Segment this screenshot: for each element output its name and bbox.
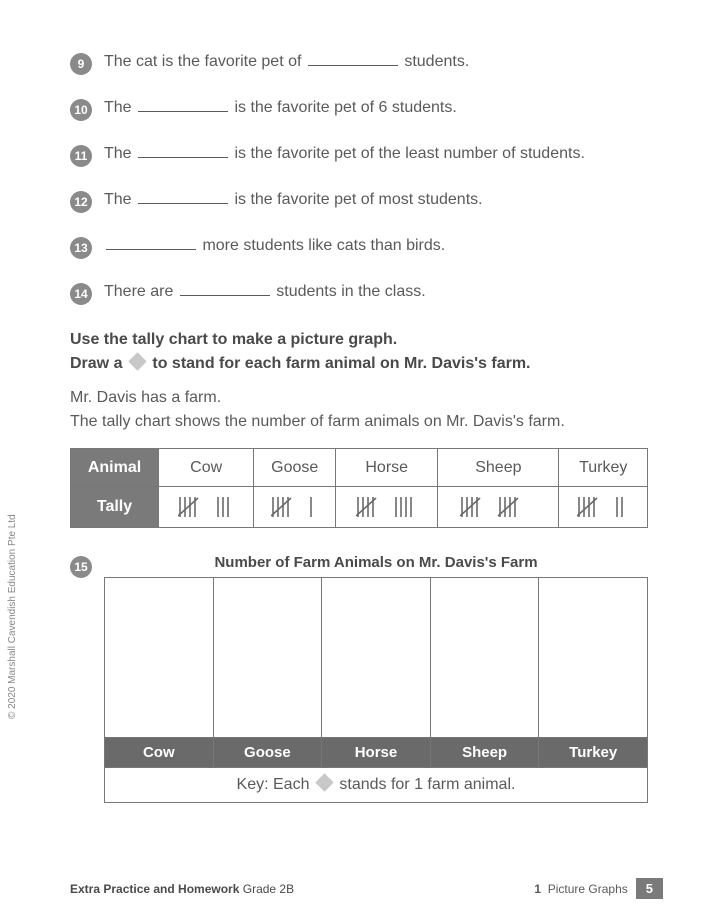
question-10: 10 The is the favorite pet of 6 students.: [70, 96, 648, 120]
graph-label-2: Horse: [322, 738, 431, 768]
instructions-line1: Use the tally chart to make a picture gr…: [70, 328, 648, 352]
question-11: 11 The is the favorite pet of the least n…: [70, 142, 648, 166]
tally-col-4: Turkey: [559, 449, 648, 487]
graph-cell-1: [213, 578, 322, 738]
tally-row-header-animal: Animal: [71, 449, 159, 487]
graph-title: Number of Farm Animals on Mr. Davis's Fa…: [104, 554, 648, 571]
graph-cell-4: [539, 578, 648, 738]
intro-text: Mr. Davis has a farm. The tally chart sh…: [70, 386, 648, 434]
diamond-icon: [315, 774, 333, 792]
fill-blank[interactable]: [138, 96, 228, 112]
question-12: 12 The is the favorite pet of most studen…: [70, 188, 648, 212]
fill-blank[interactable]: [138, 188, 228, 204]
tally-marks-4: [559, 487, 648, 528]
question-14: 14 There are students in the class.: [70, 280, 648, 304]
tally-header-row: Animal Cow Goose Horse Sheep Turkey: [71, 449, 648, 487]
question-text: The cat is the favorite pet of students.: [104, 50, 469, 74]
graph-section: 15 Number of Farm Animals on Mr. Davis's…: [70, 554, 648, 803]
tally-marks-3: [438, 487, 559, 528]
graph-label-4: Turkey: [539, 738, 648, 768]
question-9: 9 The cat is the favorite pet of students…: [70, 50, 648, 74]
footer-right: 1 Picture Graphs 5: [534, 878, 663, 899]
graph-key: Key: Each stands for 1 farm animal.: [104, 768, 648, 803]
page-footer: Extra Practice and Homework Grade 2B 1 P…: [70, 878, 663, 899]
graph-label-0: Cow: [105, 738, 214, 768]
instructions-line2: Draw a to stand for each farm animal on …: [70, 352, 648, 376]
question-number: 11: [70, 145, 92, 167]
fill-blank[interactable]: [106, 234, 196, 250]
tally-marks-row: Tally: [71, 487, 648, 528]
graph-cell-2: [322, 578, 431, 738]
tally-marks-0: [159, 487, 254, 528]
fill-blank[interactable]: [138, 142, 228, 158]
diamond-icon: [128, 353, 146, 371]
instructions: Use the tally chart to make a picture gr…: [70, 328, 648, 376]
question-text: The is the favorite pet of most students…: [104, 188, 483, 212]
question-text: The is the favorite pet of the least num…: [104, 142, 585, 166]
tally-row-header-tally: Tally: [71, 487, 159, 528]
question-number-15: 15: [70, 556, 92, 578]
question-number: 10: [70, 99, 92, 121]
picture-graph-table: Cow Goose Horse Sheep Turkey: [104, 577, 648, 768]
graph-cells-row: [105, 578, 648, 738]
tally-col-1: Goose: [254, 449, 336, 487]
fill-blank[interactable]: [180, 280, 270, 296]
question-13: 13 more students like cats than birds.: [70, 234, 648, 258]
graph-labels-row: Cow Goose Horse Sheep Turkey: [105, 738, 648, 768]
tally-marks-1: [254, 487, 336, 528]
graph-label-1: Goose: [213, 738, 322, 768]
copyright-text: © 2020 Marshall Cavendish Education Pte …: [7, 514, 18, 719]
question-number: 12: [70, 191, 92, 213]
question-text: more students like cats than birds.: [104, 234, 445, 258]
graph-wrap: Number of Farm Animals on Mr. Davis's Fa…: [104, 554, 648, 803]
question-number: 9: [70, 53, 92, 75]
graph-cell-3: [430, 578, 539, 738]
tally-col-2: Horse: [336, 449, 438, 487]
question-number: 14: [70, 283, 92, 305]
question-list: 9 The cat is the favorite pet of students…: [70, 50, 648, 304]
graph-cell-0: [105, 578, 214, 738]
page-number-badge: 5: [636, 878, 663, 899]
question-text: The is the favorite pet of 6 students.: [104, 96, 457, 120]
tally-marks-2: [336, 487, 438, 528]
fill-blank[interactable]: [308, 50, 398, 66]
question-text: There are students in the class.: [104, 280, 426, 304]
tally-col-3: Sheep: [438, 449, 559, 487]
question-number: 13: [70, 237, 92, 259]
footer-left: Extra Practice and Homework Grade 2B: [70, 882, 294, 896]
tally-table: Animal Cow Goose Horse Sheep Turkey Tall…: [70, 448, 648, 528]
tally-col-0: Cow: [159, 449, 254, 487]
graph-label-3: Sheep: [430, 738, 539, 768]
